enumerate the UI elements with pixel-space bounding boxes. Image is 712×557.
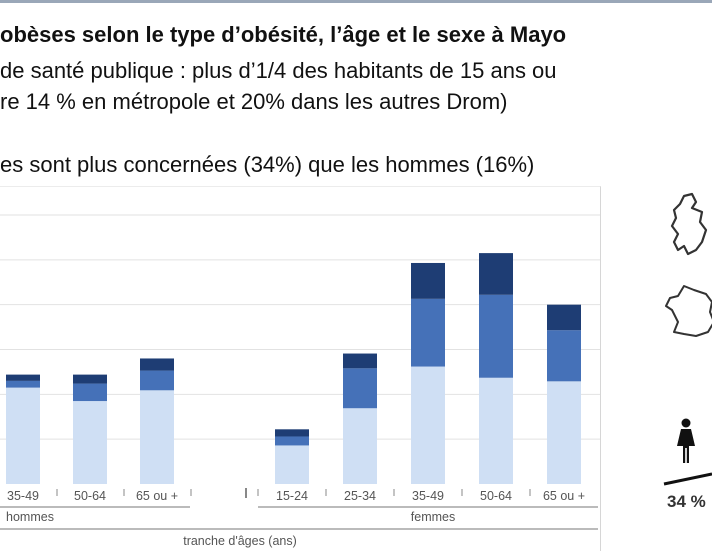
bar-0-segment-0 bbox=[6, 387, 40, 484]
bar-6-segment-0 bbox=[479, 377, 513, 484]
subtitle-line-2: re 14 % en métropole et 20% dans les aut… bbox=[0, 89, 508, 114]
tick-label: 15-24 bbox=[276, 489, 308, 503]
bar-5-segment-0 bbox=[411, 366, 445, 484]
tick-label: 65 ou + bbox=[543, 489, 585, 503]
woman-icon bbox=[677, 418, 695, 463]
bar-2-segment-2 bbox=[140, 358, 174, 371]
bar-2-segment-1 bbox=[140, 370, 174, 391]
tick-label: 35-49 bbox=[412, 489, 444, 503]
bar-5-segment-2 bbox=[411, 262, 445, 299]
group-labels: hommes femmes bbox=[0, 506, 598, 530]
stacked-bar-chart: 35-49 50-64 65 ou + 15-24 25-34 35-49 50-64 65 … bbox=[0, 214, 600, 548]
bar-1-segment-1 bbox=[73, 383, 107, 402]
tick-label: 50-64 bbox=[480, 489, 512, 503]
tick-label: 35-49 bbox=[7, 489, 39, 503]
slide-title: obèses selon le type d’obésité, l’âge et… bbox=[0, 22, 567, 47]
france-map-icon bbox=[665, 285, 712, 337]
bar-7-segment-0 bbox=[547, 381, 581, 484]
bar-6-segment-2 bbox=[479, 253, 513, 295]
bar-4-segment-0 bbox=[343, 408, 377, 484]
bar-3-segment-2 bbox=[275, 429, 309, 437]
chart-frame: 35-49 50-64 65 ou + 15-24 25-34 35-49 50-64 65 … bbox=[0, 186, 601, 551]
bar-6-segment-1 bbox=[479, 294, 513, 378]
tick-label: 65 ou + bbox=[136, 489, 178, 503]
bar-3-segment-1 bbox=[275, 436, 309, 446]
top-rule bbox=[0, 0, 712, 3]
bar-2-segment-0 bbox=[140, 390, 174, 484]
bar-1-segment-0 bbox=[73, 401, 107, 484]
women-percentage: 34 % bbox=[667, 492, 706, 511]
tick-label: 50-64 bbox=[74, 489, 106, 503]
bar-0-segment-2 bbox=[6, 374, 40, 381]
bar-4-segment-1 bbox=[343, 368, 377, 409]
bars bbox=[6, 253, 581, 484]
bar-5-segment-1 bbox=[411, 298, 445, 367]
tick-labels: 35-49 50-64 65 ou + 15-24 25-34 35-49 50-64 65 … bbox=[7, 488, 585, 503]
bar-3-segment-0 bbox=[275, 445, 309, 484]
group-label-1: femmes bbox=[411, 510, 455, 524]
mayotte-map-icon bbox=[670, 192, 708, 256]
bar-4-segment-2 bbox=[343, 353, 377, 369]
group-label-0: hommes bbox=[6, 510, 54, 524]
scale-bar bbox=[663, 472, 712, 486]
subtitle-line-1: de santé publique : plus d’1/4 des habit… bbox=[0, 58, 557, 83]
x-axis-label: tranche d'âges (ans) bbox=[183, 534, 297, 548]
bar-1-segment-2 bbox=[73, 374, 107, 384]
bar-7-segment-1 bbox=[547, 330, 581, 382]
tick-label: 25-34 bbox=[344, 489, 376, 503]
subtitle-line-3: es sont plus concernées (34%) que les ho… bbox=[0, 152, 535, 177]
bar-0-segment-1 bbox=[6, 380, 40, 388]
bar-7-segment-2 bbox=[547, 304, 581, 331]
